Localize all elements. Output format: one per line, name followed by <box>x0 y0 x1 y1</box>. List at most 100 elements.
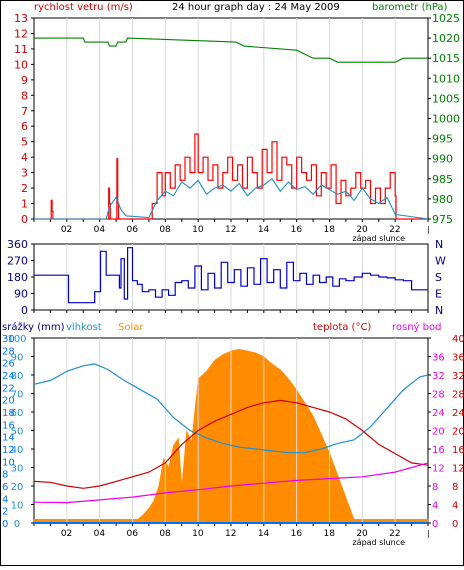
rain-ytick-label: 26 <box>2 359 15 370</box>
temp-ytick-label: 4 <box>452 501 458 512</box>
temperature-humidity-solar-panel: srážky (mm) vlhkost Solar teplota (°C) rosný… <box>2 321 464 547</box>
wind-ytick-label: 4 <box>21 151 28 164</box>
compass-label: S <box>435 271 442 284</box>
sunset-label: západ slunce <box>352 538 405 547</box>
direction-ytick-label: 270 <box>7 255 28 268</box>
x-tick-label: 18 <box>324 529 336 539</box>
rain-ytick-label: 24 <box>2 371 15 382</box>
wind-ytick-label: 10 <box>14 58 28 71</box>
direction-ytick-label: 180 <box>7 271 28 284</box>
humidity-ytick-label: 40 <box>11 445 24 456</box>
wind-axis-label: rychlost vetru (m/s) <box>34 2 133 13</box>
pressure-line <box>34 37 428 63</box>
dewpoint-line <box>33 462 429 504</box>
x-tick-label: 08 <box>159 529 171 539</box>
pressure-ytick-label: 1025 <box>432 12 460 25</box>
dewpoint-ytick-label: 24 <box>432 408 445 419</box>
humidity-ytick-label: 50 <box>11 427 24 438</box>
rain-ytick-label: 16 <box>2 420 15 431</box>
wind-ytick-label: 1 <box>21 198 28 211</box>
x-tick-label: 20 <box>356 225 368 235</box>
temp-ytick-label: 20 <box>452 427 464 438</box>
dewpoint-ytick-label: 12 <box>432 464 445 475</box>
page-title: 24 hour graph day : 24 May 2009 <box>172 2 340 13</box>
rain-ytick-label: 12 <box>2 445 15 456</box>
x-tick-label: 20 <box>356 529 368 539</box>
dewpoint-ytick-label: 20 <box>432 427 445 438</box>
compass-label: W <box>435 255 446 268</box>
x-end-mark: | <box>427 225 430 234</box>
wind-ytick-label: 2 <box>21 182 28 195</box>
rain-ytick-label: 6 <box>2 482 8 493</box>
dewpoint-ytick-label: 8 <box>432 482 438 493</box>
humidity-ytick-label: 10 <box>11 501 24 512</box>
dewpoint-ytick-label: 32 <box>432 371 445 382</box>
humidity-ytick-label: 70 <box>11 390 24 401</box>
x-end-mark: | <box>427 529 430 538</box>
direction-ytick-label: 0 <box>21 304 28 317</box>
temp-ytick-label: 16 <box>452 445 464 456</box>
rain-ytick-label: 14 <box>2 433 15 444</box>
x-tick-label: 02 <box>61 225 72 235</box>
sunset-label: západ slunce <box>352 234 405 243</box>
pressure-ytick-label: 1015 <box>432 52 460 65</box>
temp-ytick-label: 24 <box>452 408 464 419</box>
x-tick-label: 14 <box>258 225 270 235</box>
pressure-ytick-label: 980 <box>432 193 453 206</box>
x-tick-label: 02 <box>61 529 72 539</box>
temperature-line <box>33 399 429 489</box>
x-tick-label: 18 <box>324 225 336 235</box>
humidity-ytick-label: 80 <box>11 371 24 382</box>
rain-ytick-label: 30 <box>2 334 15 345</box>
wind_avg-line <box>34 178 429 220</box>
rain-ytick-label: 28 <box>2 346 15 357</box>
x-tick-label: 22 <box>389 225 400 235</box>
legend-humidity: vlhkost <box>66 322 102 333</box>
direction-ytick-label: 90 <box>14 288 28 301</box>
compass-label: N <box>435 304 443 317</box>
wind-ytick-label: 12 <box>14 27 28 40</box>
x-tick-label: 06 <box>127 225 139 235</box>
x-tick-label: 16 <box>291 529 303 539</box>
legend-dewpoint: rosný bod <box>392 321 441 333</box>
dewpoint-ytick-label: 28 <box>432 390 445 401</box>
humidity-ytick-label: 100 <box>7 334 26 345</box>
legend-temperature: teplota (°C) <box>313 322 371 333</box>
wind-ytick-label: 3 <box>21 167 28 180</box>
x-tick-label: 22 <box>389 529 400 539</box>
wind-ytick-label: 7 <box>21 105 28 118</box>
humidity-ytick-label: 0 <box>14 519 20 530</box>
temp-ytick-label: 12 <box>452 464 464 475</box>
temp-ytick-label: 8 <box>452 482 458 493</box>
temp-ytick-label: 32 <box>452 371 464 382</box>
pressure-ytick-label: 1010 <box>432 72 460 85</box>
direction-ytick-label: 360 <box>7 238 28 251</box>
dewpoint-ytick-label: 36 <box>432 353 445 364</box>
x-tick-label: 06 <box>127 529 139 539</box>
x-tick-label: 04 <box>94 529 106 539</box>
rain-ytick-label: 4 <box>2 494 8 505</box>
dewpoint-ytick-label: 0 <box>432 519 438 530</box>
pressure-ytick-label: 1000 <box>432 113 460 126</box>
x-tick-label: 10 <box>192 225 204 235</box>
x-tick-label: 10 <box>192 529 204 539</box>
pressure-ytick-label: 985 <box>432 173 453 186</box>
humidity-ytick-label: 60 <box>11 408 24 419</box>
wind-ytick-label: 9 <box>21 74 28 87</box>
dewpoint-ytick-label: 16 <box>432 445 445 456</box>
rain-ytick-label: 2 <box>2 507 8 518</box>
pressure-ytick-label: 990 <box>432 153 453 166</box>
wind-ytick-label: 0 <box>21 213 28 226</box>
x-tick-label: 16 <box>291 225 303 235</box>
temp-ytick-label: 36 <box>452 353 464 364</box>
humidity-ytick-label: 90 <box>11 353 24 364</box>
temp-ytick-label: 0 <box>452 519 458 530</box>
humidity-ytick-label: 30 <box>11 464 24 475</box>
x-tick-label: 08 <box>159 225 171 235</box>
humidity-ytick-label: 20 <box>11 482 24 493</box>
compass-label: E <box>435 288 442 301</box>
